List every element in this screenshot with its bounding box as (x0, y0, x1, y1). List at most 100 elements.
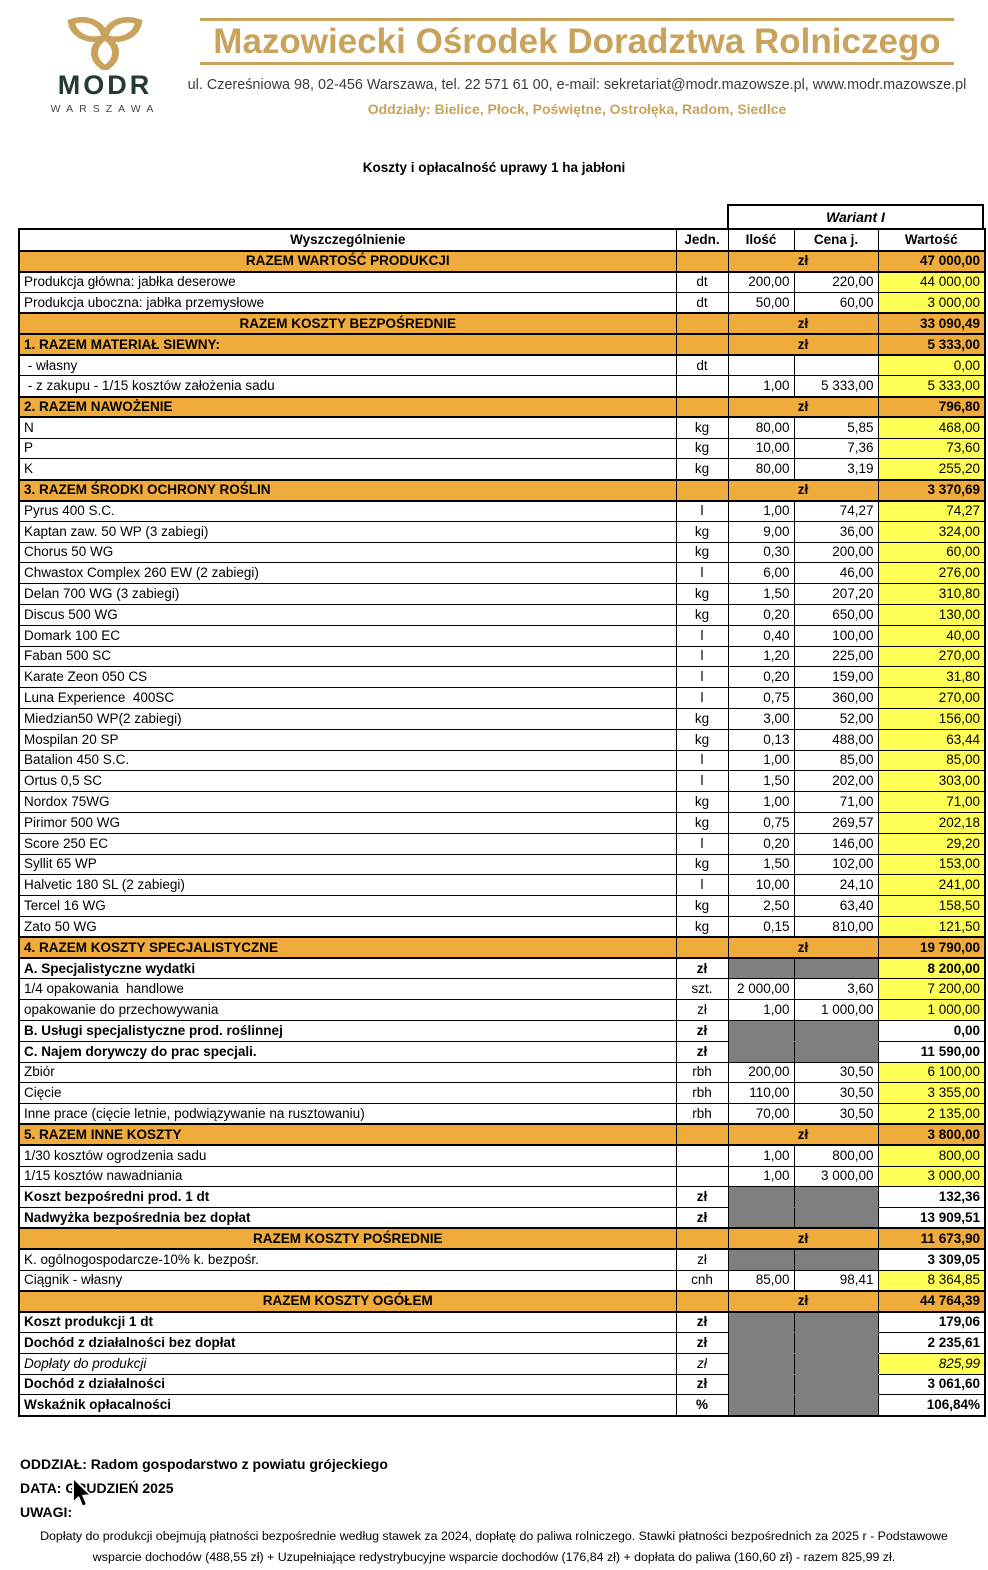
cell-price (793, 354, 879, 377)
cell-label: Chorus 50 WG (18, 541, 677, 564)
cell-label: RAZEM KOSZTY OGÓŁEM (18, 1289, 677, 1313)
cell-unit: zł (675, 1331, 729, 1354)
cell-label: Ortus 0,5 SC (18, 770, 677, 793)
cell-value: 33 090,49 (877, 312, 986, 336)
cell-unit: kg (675, 895, 729, 917)
cell-value: 85,00 (877, 749, 986, 772)
cell-price: 225,00 (793, 645, 879, 668)
section-row: RAZEM KOSZTY BEZPOŚREDNIE zł 33 090,49 (18, 312, 986, 336)
cell-label: 1. RAZEM MATERIAŁ SIEWNY: (18, 333, 677, 356)
cell-label: Mospilan 20 SP (18, 728, 677, 751)
cell-value: 270,00 (877, 687, 986, 710)
cell-qty: 200,00 (727, 271, 795, 294)
cell-qty: 1,00 (727, 375, 795, 398)
cell-unit: zł (675, 1040, 729, 1063)
item-row: Ciągnik - własny cnh 85,00 98,41 8 364,85 (18, 1269, 986, 1292)
cell-label: Wskaźnik opłacalności (18, 1394, 677, 1417)
cell-label: 5. RAZEM INNE KOSZTY (18, 1123, 677, 1147)
cell-qty: 1,20 (727, 645, 795, 668)
cell-unit: kg (675, 708, 729, 730)
cell-currency: zł (727, 1123, 879, 1147)
item-row: Produkcja główna: jabłka deserowe dt 200,0… (18, 271, 986, 294)
item-row: Koszt produkcji 1 dt zł 179,06 (18, 1311, 986, 1333)
cell-qty: 200,00 (727, 1061, 795, 1084)
cell-unit: rbh (675, 1103, 729, 1125)
cell-unit: l (675, 687, 729, 710)
cell-currency: zł (727, 1227, 879, 1251)
cell-price: 3,60 (793, 978, 879, 1001)
item-row: Luna Experience 400SC l 0,75 360,00 270,00 (18, 687, 986, 710)
modr-logo: MODR WARSZAWA (30, 8, 180, 115)
section-row: RAZEM WARTOŚĆ PRODUKCJI zł 47 000,00 (18, 250, 986, 273)
item-row: Chwastox Complex 260 EW (2 zabiegi) l 6,00… (18, 562, 986, 585)
cell-label: Inne prace (cięcie letnie, podwiązywanie… (18, 1103, 677, 1125)
cell-label: Chwastox Complex 260 EW (2 zabiegi) (18, 562, 677, 585)
item-row: Tercel 16 WG kg 2,50 63,40 158,50 (18, 895, 986, 917)
section-row: RAZEM KOSZTY OGÓŁEM zł 44 764,39 (18, 1289, 986, 1313)
cell-price: 46,00 (793, 562, 879, 585)
cell-qty (727, 1331, 795, 1354)
item-row: B. Usługi specjalistyczne prod. roślinne… (18, 1019, 986, 1042)
cell-value: 60,00 (877, 541, 986, 564)
cell-qty: 0,75 (727, 687, 795, 710)
cell-qty: 1,00 (727, 1144, 795, 1167)
cell-price: 60,00 (793, 292, 879, 314)
cell-label: Nordox 75WG (18, 791, 677, 814)
cell-label: B. Usługi specjalistyczne prod. roślinne… (18, 1019, 677, 1042)
cell-price: 3 000,00 (793, 1165, 879, 1188)
cell-currency: zł (727, 1289, 879, 1313)
cell-unit: kg (675, 853, 729, 876)
cell-label: Discus 500 WG (18, 604, 677, 626)
cell-label: Score 250 EC (18, 832, 677, 855)
cell-value: 468,00 (877, 416, 986, 439)
cell-qty: 0,30 (727, 541, 795, 564)
cell-qty: 110,00 (727, 1082, 795, 1105)
column-header: Wartość (877, 228, 986, 252)
cell-price: 3,19 (793, 458, 879, 481)
cell-unit: szt. (675, 978, 729, 1001)
cell-currency: zł (727, 936, 879, 960)
cell-label: Produkcja główna: jabłka deserowe (18, 271, 677, 294)
cell-qty (727, 354, 795, 377)
item-row: Produkcja uboczna: jabłka przemysłowe dt 5… (18, 292, 986, 314)
cell-value: 255,20 (877, 458, 986, 481)
cell-qty (727, 1040, 795, 1063)
cell-qty: 0,20 (727, 666, 795, 689)
gold-divider-bottom (200, 62, 954, 65)
cell-value: 796,80 (877, 395, 986, 419)
cell-label: A. Specjalistyczne wydatki (18, 957, 677, 980)
cell-value: 3 000,00 (877, 1165, 986, 1188)
gold-divider-top (200, 18, 954, 21)
cell-label: - z zakupu - 1/15 kosztów założenia sadu (18, 375, 677, 398)
cell-price (793, 1311, 879, 1333)
cell-value: 7 200,00 (877, 978, 986, 1001)
cell-label: RAZEM WARTOŚĆ PRODUKCJI (18, 250, 677, 273)
cell-qty: 2 000,00 (727, 978, 795, 1001)
cell-unit: rbh (675, 1082, 729, 1105)
cell-value: 3 061,60 (877, 1373, 986, 1396)
item-row: Zbiór rbh 200,00 30,50 6 100,00 (18, 1061, 986, 1084)
cell-qty: 1,00 (727, 500, 795, 522)
cell-label: Produkcja uboczna: jabłka przemysłowe (18, 292, 677, 314)
cell-price (793, 1207, 879, 1229)
item-row: Pyrus 400 S.C. l 1,00 74,27 74,27 (18, 500, 986, 522)
item-row: Syllit 65 WP kg 1,50 102,00 153,00 (18, 853, 986, 876)
cell-unit (675, 1227, 729, 1251)
cell-value: 13 909,51 (877, 1207, 986, 1229)
cell-label: Halvetic 180 SL (2 zabiegi) (18, 874, 677, 897)
cell-price: 30,50 (793, 1061, 879, 1084)
cell-price: 207,20 (793, 583, 879, 606)
cell-label: Pyrus 400 S.C. (18, 500, 677, 522)
cell-unit: % (675, 1394, 729, 1417)
cell-unit: l (675, 749, 729, 772)
org-branches: Oddziały: Bielice, Płock, Poświętne, Ost… (367, 101, 787, 117)
cell-unit (675, 375, 729, 398)
cell-qty: 0,15 (727, 916, 795, 938)
cell-unit: l (675, 832, 729, 855)
cell-unit: l (675, 500, 729, 522)
cell-unit: kg (675, 583, 729, 606)
cell-unit (675, 1123, 729, 1147)
cell-price (793, 1248, 879, 1271)
cell-unit: zł (675, 1311, 729, 1333)
cell-qty (727, 1019, 795, 1042)
